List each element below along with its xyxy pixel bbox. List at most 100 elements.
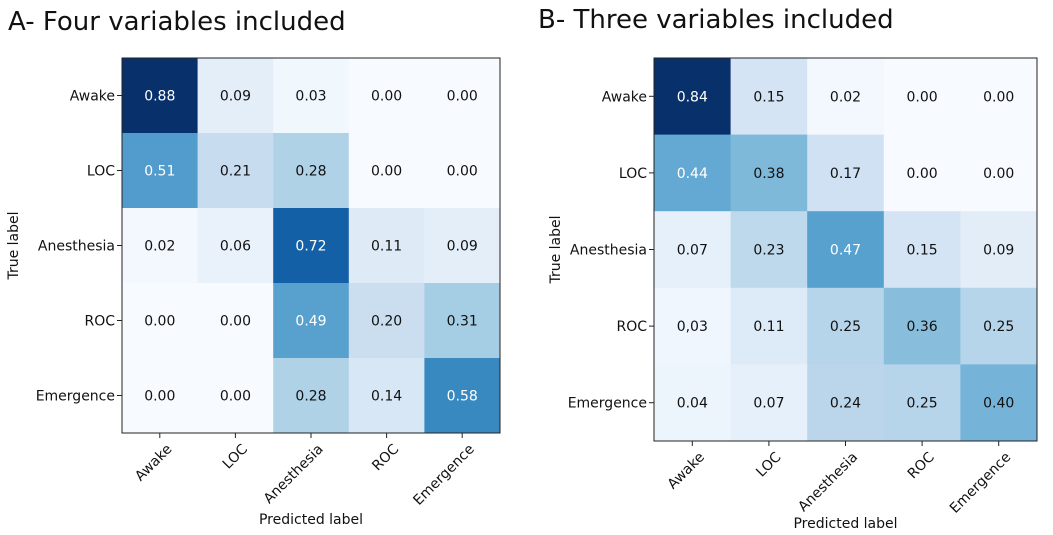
cell-value-label: 0.00 (220, 389, 251, 405)
heatmap-cell (197, 58, 274, 134)
heatmap-cell (424, 358, 501, 434)
heatmap-cell (122, 58, 199, 134)
cell-value-label: 0,03 (677, 319, 708, 335)
y-tick-label: Emergence (36, 389, 115, 405)
cell-value-label: 0.15 (753, 89, 784, 105)
cell-value-label: 0.58 (447, 389, 478, 405)
x-tick-label: Emergence (410, 441, 477, 508)
heatmap-cell (960, 134, 1038, 212)
cell-value-label: 0.40 (983, 396, 1014, 412)
heatmap-cell (807, 211, 885, 289)
heatmap-cell (730, 58, 808, 136)
cell-value-label: 0.00 (983, 166, 1014, 182)
heatmap-cell (883, 134, 961, 212)
x-tick-label: LOC (753, 449, 784, 480)
cell-value-label: 0.88 (144, 89, 175, 105)
cell-value-label: 0.21 (220, 164, 251, 180)
cell-value-label: 0.09 (447, 239, 478, 255)
x-tick-label: ROC (369, 441, 402, 474)
heatmap-cell (960, 364, 1038, 442)
y-tick-label: Awake (602, 89, 647, 105)
y-tick-label: Emergence (568, 396, 647, 412)
cell-value-label: 0.00 (907, 166, 938, 182)
heatmap-cell (730, 134, 808, 212)
heatmap-cell (348, 283, 425, 359)
x-tick-label: LOC (220, 441, 251, 472)
heatmap-cell (197, 358, 274, 434)
cell-value-label: 0.44 (677, 166, 708, 182)
heatmap-cell (807, 134, 885, 212)
heatmap-cell (424, 58, 501, 134)
heatmap-cell (960, 287, 1038, 365)
cell-value-label: 0.00 (447, 89, 478, 105)
heatmap-cell (273, 358, 350, 434)
cell-value-label: 0.00 (144, 389, 175, 405)
heatmap-cell (883, 364, 961, 442)
y-tick-label: Anesthesia (38, 239, 115, 255)
cell-value-label: 0.07 (753, 396, 784, 412)
cell-value-label: 0.02 (144, 239, 175, 255)
cell-value-label: 0.06 (220, 239, 251, 255)
heatmap-cell (654, 364, 732, 442)
cell-value-label: 0.07 (677, 243, 708, 259)
heatmap-cell (424, 133, 501, 209)
heatmap-cell (807, 287, 885, 365)
heatmap-cell (654, 211, 732, 289)
cell-value-label: 0.00 (220, 314, 251, 330)
heatmap-cell (730, 211, 808, 289)
heatmap-cell (348, 133, 425, 209)
x-tick-label: ROC (905, 449, 938, 482)
heatmap-cell (654, 134, 732, 212)
cell-value-label: 0.38 (753, 166, 784, 182)
heatmap-cell (348, 58, 425, 134)
y-tick-label: Awake (70, 89, 115, 105)
cell-value-label: 0.47 (830, 243, 861, 259)
cell-value-label: 0.25 (983, 319, 1014, 335)
heatmap-cell (883, 211, 961, 289)
cell-value-label: 0.15 (907, 243, 938, 259)
cell-value-label: 0.20 (371, 314, 402, 330)
heatmap-cell (348, 208, 425, 284)
cell-value-label: 0.51 (144, 164, 175, 180)
cell-value-label: 0.36 (907, 319, 938, 335)
cell-value-label: 0.14 (371, 389, 402, 405)
y-axis-label: True label (548, 215, 564, 284)
heatmap-cell (122, 358, 199, 434)
x-tick-label: Awake (665, 449, 708, 492)
cell-value-label: 0.24 (830, 396, 861, 412)
cell-value-label: 0.04 (677, 396, 708, 412)
x-tick-label: Anesthesia (261, 441, 327, 507)
cell-value-label: 0.11 (753, 319, 784, 335)
x-tick-label: Emergence (947, 449, 1014, 516)
x-tick-label: Awake (132, 441, 175, 484)
cell-value-label: 0.25 (830, 319, 861, 335)
cell-value-label: 0.09 (983, 243, 1014, 259)
heatmap-cell (273, 208, 350, 284)
y-tick-label: ROC (84, 314, 115, 330)
heatmap-cell (122, 208, 199, 284)
y-tick-label: LOC (87, 164, 115, 180)
cell-value-label: 0.23 (753, 243, 784, 259)
x-axis-label: Predicted label (259, 512, 363, 528)
cell-value-label: 0.17 (830, 166, 861, 182)
y-tick-label: Anesthesia (570, 243, 647, 259)
cell-value-label: 0.49 (295, 314, 326, 330)
heatmap-cell (730, 287, 808, 365)
cell-value-label: 0.72 (295, 239, 326, 255)
heatmap-cell (807, 58, 885, 136)
heatmap-cell (197, 133, 274, 209)
cell-value-label: 0.31 (447, 314, 478, 330)
cell-value-label: 0.00 (907, 89, 938, 105)
cell-value-label: 0.00 (371, 89, 402, 105)
heatmap-cell (197, 283, 274, 359)
heatmap-cell (122, 133, 199, 209)
heatmap-cell (654, 287, 732, 365)
heatmap-cell (348, 358, 425, 434)
cell-value-label: 0.00 (371, 164, 402, 180)
cell-value-label: 0.00 (144, 314, 175, 330)
heatmap-cell (273, 58, 350, 134)
heatmap-cell (807, 364, 885, 442)
y-tick-label: ROC (616, 319, 647, 335)
cell-value-label: 0.11 (371, 239, 402, 255)
